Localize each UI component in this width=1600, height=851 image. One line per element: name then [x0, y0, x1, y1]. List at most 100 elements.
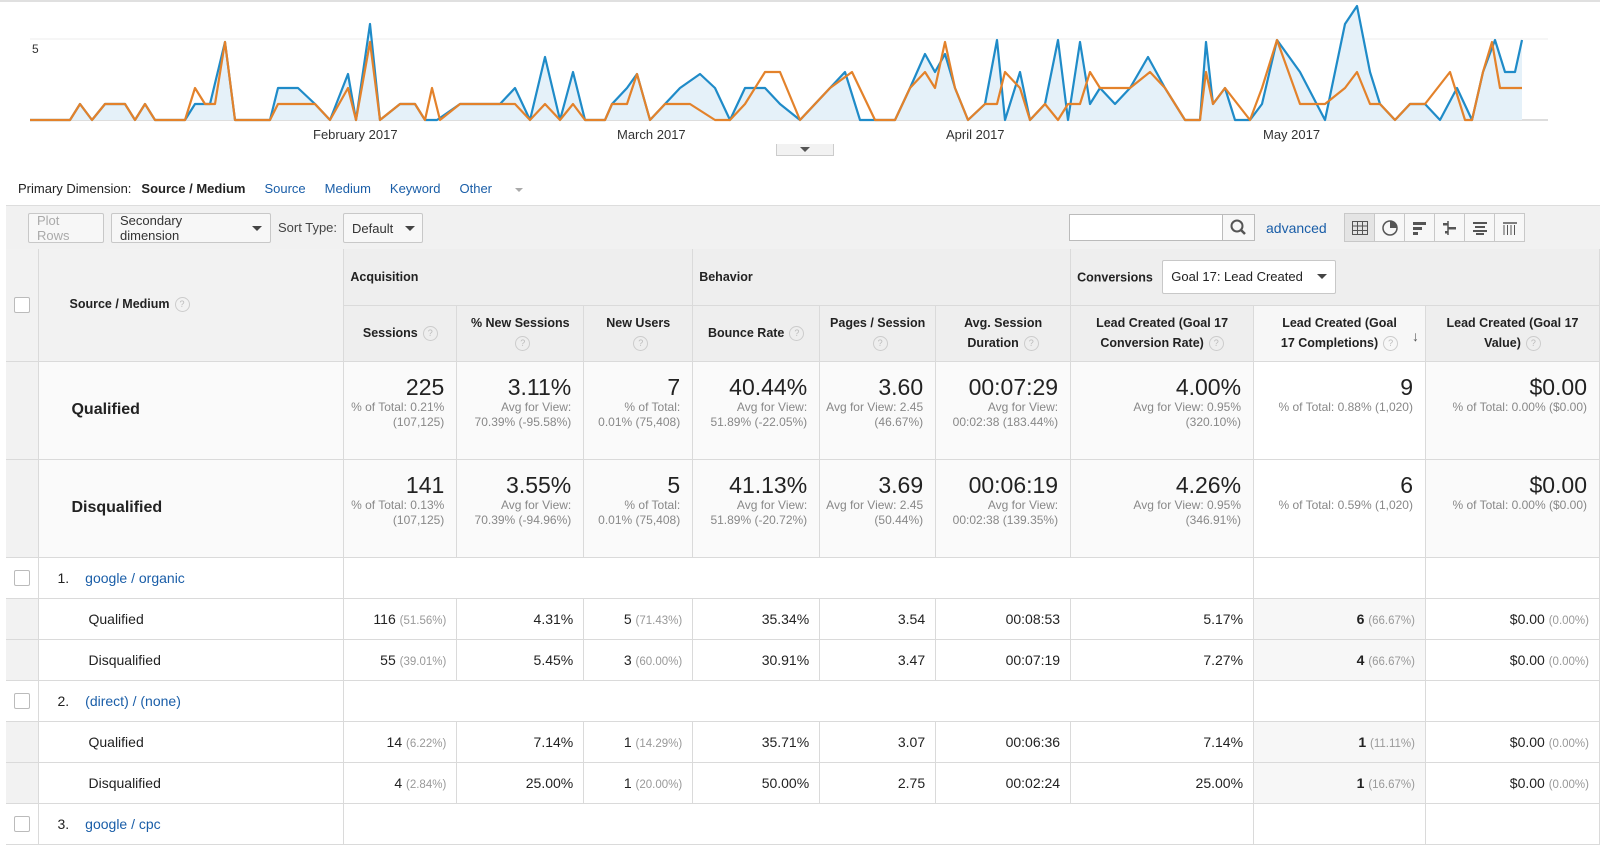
data-cell: 1 (11.11%) [1253, 721, 1426, 763]
pie-view-button[interactable] [1374, 213, 1405, 242]
cell-percent: (6.22%) [406, 737, 447, 750]
group-conversions-label: Conversions [1077, 270, 1153, 285]
totals-cell: $0.00% of Total: 0.00% ($0.00) [1425, 361, 1600, 460]
sort-type-dropdown[interactable]: Default [343, 213, 423, 243]
help-icon[interactable]: ? [872, 336, 888, 352]
primary-dimension-keyword[interactable]: Keyword [389, 181, 441, 196]
dimension-group-row: 2. (direct) / (none) [6, 680, 1600, 722]
help-icon[interactable]: ? [633, 336, 649, 352]
totals-value: $0.00 [1529, 471, 1587, 498]
data-cell: 4.31% [456, 598, 585, 640]
totals-cell: 00:06:19 Avg for View: 00:02:38 (139.35%) [935, 459, 1072, 558]
dimension-value-link[interactable]: google / cpc [85, 815, 161, 832]
select-all-checkbox[interactable] [14, 296, 31, 313]
segment-name: Disqualified [38, 459, 345, 558]
totals-cell: 9% of Total: 0.88% (1,020) [1253, 361, 1426, 460]
row-checkbox-cell [6, 803, 40, 845]
col-header-new-users[interactable]: New Users? [583, 305, 694, 362]
term-cloud-icon [1472, 221, 1487, 235]
dimension-header[interactable]: Source / Medium? [38, 249, 345, 362]
term-cloud-view-button[interactable] [1464, 213, 1495, 242]
help-icon[interactable]: ? [1383, 336, 1399, 352]
help-icon[interactable]: ? [1525, 336, 1541, 352]
month-label-february: February 2017 [313, 127, 398, 142]
cell-value: 30.91% [761, 651, 810, 668]
cell-percent: (66.67%) [1368, 655, 1415, 668]
col-header-completions[interactable]: Lead Created (Goal 17 Completions)? ↓ [1253, 305, 1426, 362]
search-button[interactable] [1222, 214, 1255, 241]
totals-spacer [6, 459, 40, 558]
col-header-conversion-rate[interactable]: Lead Created (Goal 17 Conversion Rate)? [1070, 305, 1255, 362]
col-header-value[interactable]: Lead Created (Goal 17 Value)? [1425, 305, 1600, 362]
col-header-avg-duration[interactable]: Avg. Session Duration? [935, 305, 1072, 362]
pivot-view-button[interactable] [1494, 213, 1525, 242]
data-cell: 5.17% [1070, 598, 1255, 640]
data-cell: 30.91% [692, 639, 821, 681]
totals-subtext: Avg for View: 70.39% (-95.58%) [474, 399, 572, 429]
comparison-view-button[interactable] [1434, 213, 1465, 242]
totals-subtext: Avg for View: 0.95% (346.91%) [1133, 497, 1242, 527]
dimension-value-link[interactable]: google / organic [85, 569, 185, 586]
totals-subtext: Avg for View: 0.95% (320.10%) [1133, 399, 1242, 429]
sessions-area-fill [30, 6, 1522, 120]
row-index: 1. [57, 569, 70, 586]
help-icon[interactable]: ? [1023, 336, 1039, 352]
segment-spacer [6, 598, 40, 640]
secondary-dimension-dropdown[interactable]: Secondary dimension [111, 213, 271, 243]
segment-name: Qualified [38, 361, 345, 460]
performance-view-button[interactable] [1404, 213, 1435, 242]
primary-dimension-other[interactable]: Other [459, 181, 523, 196]
chart-expand-handle[interactable] [776, 144, 834, 156]
group-row-blank [1253, 557, 1426, 599]
col-header-sessions[interactable]: Sessions? [343, 305, 458, 362]
plot-rows-button[interactable]: Plot Rows [28, 213, 104, 243]
help-icon[interactable]: ? [1208, 336, 1224, 352]
totals-subtext: % of Total: 0.13% (107,125) [351, 497, 445, 527]
col-header-pages-session[interactable]: Pages / Session? [819, 305, 937, 362]
primary-dimension-source[interactable]: Source [264, 181, 306, 196]
totals-subtext: Avg for View: 00:02:38 (139.35%) [952, 497, 1059, 527]
data-cell: 5.45% [456, 639, 585, 681]
table-search-input[interactable] [1069, 214, 1223, 241]
data-cell: 50.00% [692, 762, 821, 804]
row-checkbox[interactable] [14, 692, 31, 709]
col-header-label: Lead Created (Goal 17 Conversion Rate) [1096, 316, 1229, 350]
totals-subtext: Avg for View: 51.89% (-20.72%) [710, 497, 808, 527]
chevron-down-icon [515, 187, 523, 192]
cell-percent: (16.67%) [1368, 778, 1415, 791]
cell-value: $0.00 [1509, 651, 1545, 668]
totals-cell: 5% of Total: 0.01% (75,408) [583, 459, 694, 558]
dimension-value-link[interactable]: (direct) / (none) [85, 692, 181, 709]
data-cell: 2.75 [819, 762, 937, 804]
cell-value: 3.47 [897, 651, 926, 668]
segment-row: Disqualified 55 (39.01%) 5.45% 3 (60.00%) 30… [6, 639, 1600, 681]
help-icon[interactable]: ? [174, 297, 190, 313]
goal-select-dropdown[interactable]: Goal 17: Lead Created [1162, 259, 1336, 294]
totals-value: 7 [667, 373, 681, 400]
advanced-filter-link[interactable]: advanced [1266, 220, 1327, 236]
col-header-label: Lead Created (Goal 17 Value) [1446, 316, 1579, 350]
totals-cell: 41.13% Avg for View: 51.89% (-20.72%) [692, 459, 821, 558]
totals-subtext: % of Total: 0.00% ($0.00) [1452, 399, 1587, 414]
col-header-new-sessions[interactable]: % New Sessions? [456, 305, 585, 362]
cell-value: 1 [623, 733, 632, 750]
totals-row: Disqualified 141% of Total: 0.13% (107,12… [6, 459, 1600, 558]
table-view-button[interactable] [1344, 213, 1375, 242]
row-checkbox[interactable] [14, 815, 31, 832]
month-label-march: March 2017 [617, 127, 686, 142]
help-icon[interactable]: ? [789, 326, 805, 342]
cell-value: 3.07 [897, 733, 926, 750]
col-header-bounce-rate[interactable]: Bounce Rate? [692, 305, 821, 362]
totals-cell: $0.00% of Total: 0.00% ($0.00) [1425, 459, 1600, 558]
dimension-group-row: 1. google / organic [6, 557, 1600, 599]
cell-value: 3 [623, 651, 632, 668]
help-icon[interactable]: ? [422, 326, 438, 342]
totals-value: 4.00% [1175, 373, 1242, 400]
cell-value: 7.14% [533, 733, 574, 750]
cell-percent: (0.00%) [1548, 737, 1589, 750]
row-checkbox[interactable] [14, 569, 31, 586]
col-header-label: New Users [606, 316, 671, 330]
primary-dimension-medium[interactable]: Medium [324, 181, 371, 196]
cell-value: $0.00 [1509, 610, 1545, 627]
help-icon[interactable]: ? [515, 336, 531, 352]
